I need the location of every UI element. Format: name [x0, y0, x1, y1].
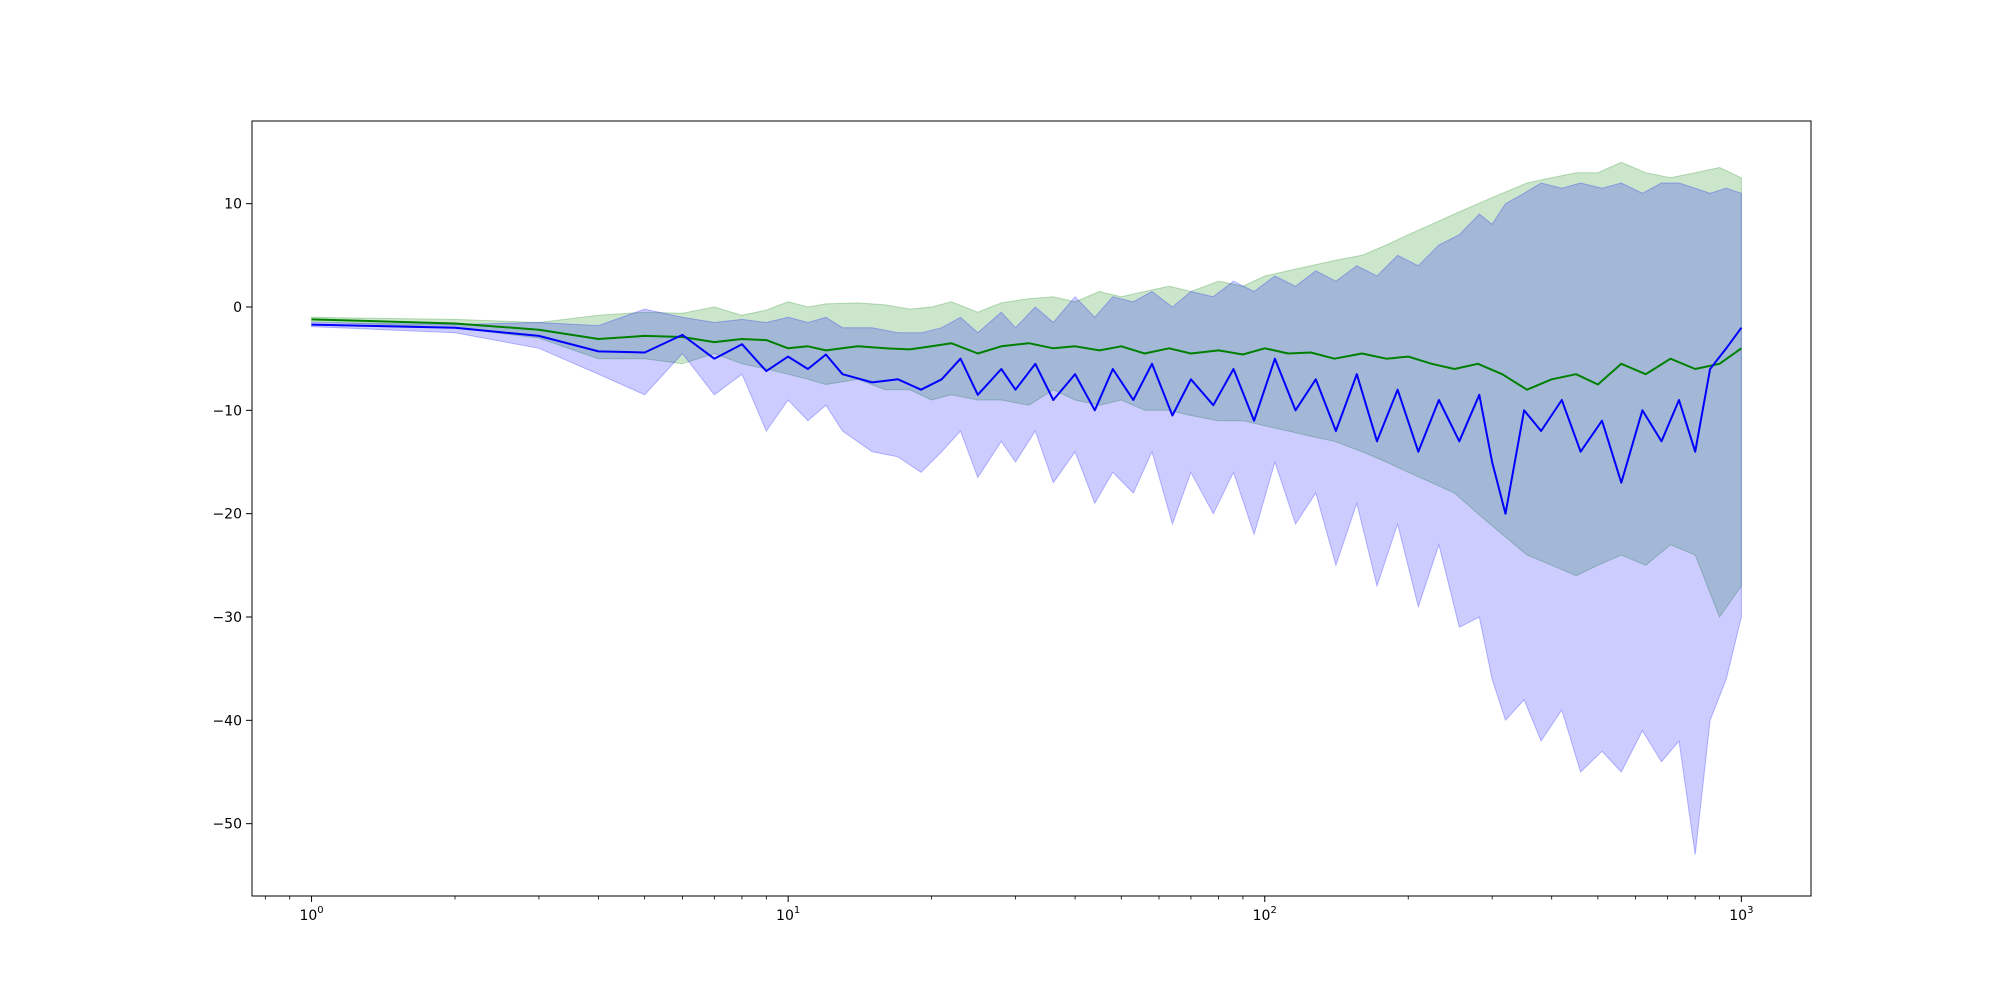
series-0-line [311, 318, 1742, 391]
y-tick-label-5: −40 [212, 713, 242, 729]
x-tick-label-2: 102 [1253, 905, 1277, 924]
y-tick-label-6: −50 [212, 817, 242, 833]
x-tick-label-3: 103 [1729, 905, 1753, 924]
y-tick-label-0: 10 [224, 197, 242, 213]
y-axis: 10 0 −10 −20 −30 −40 −50 [212, 197, 252, 833]
confidence-bands [311, 161, 1742, 855]
y-tick-label-4: −30 [212, 610, 242, 626]
plot-frame [251, 120, 1812, 897]
y-tick-label-2: −10 [212, 403, 242, 419]
x-axis: 100 101 102 103 [264, 896, 1753, 924]
series-lines [311, 318, 1743, 515]
x-tick-label-0: 100 [299, 905, 323, 924]
y-tick-label-3: −20 [212, 507, 242, 523]
series-1-line [311, 323, 1743, 515]
x-tick-label-1: 101 [776, 905, 800, 924]
y-tick-label-1: 0 [233, 300, 242, 316]
series-1-band [311, 182, 1742, 855]
series-0-band [311, 161, 1742, 619]
